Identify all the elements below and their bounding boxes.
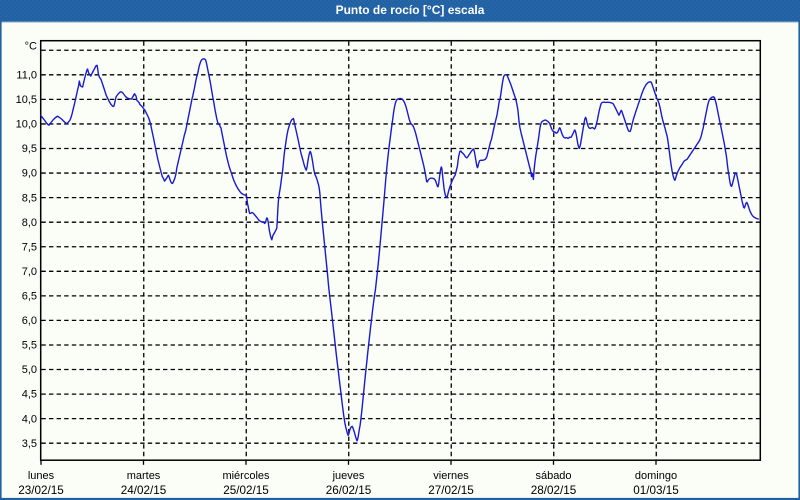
svg-text:Punto de rocío [°C] escala: Punto de rocío [°C] escala — [336, 3, 485, 17]
svg-text:27/02/15: 27/02/15 — [428, 484, 474, 497]
svg-text:4,0: 4,0 — [22, 413, 37, 425]
svg-text:viernes: viernes — [433, 470, 469, 482]
svg-text:martes: martes — [127, 470, 161, 482]
svg-text:24/02/15: 24/02/15 — [121, 484, 167, 497]
svg-text:9,0: 9,0 — [22, 168, 37, 180]
svg-text:01/03/15: 01/03/15 — [633, 484, 679, 497]
svg-text:°C: °C — [25, 40, 37, 52]
svg-text:miércoles: miércoles — [222, 470, 270, 482]
svg-text:11,0: 11,0 — [16, 70, 37, 82]
svg-text:5,5: 5,5 — [22, 340, 37, 352]
svg-text:10,0: 10,0 — [16, 119, 37, 131]
svg-text:domingo: domingo — [635, 470, 677, 482]
svg-text:5,0: 5,0 — [22, 364, 37, 376]
svg-text:9,5: 9,5 — [22, 143, 37, 155]
svg-text:7,5: 7,5 — [22, 241, 37, 253]
svg-text:3,5: 3,5 — [22, 438, 37, 450]
svg-text:26/02/15: 26/02/15 — [326, 484, 372, 497]
svg-text:10,5: 10,5 — [16, 94, 37, 106]
svg-text:28/02/15: 28/02/15 — [531, 484, 577, 497]
svg-text:sábado: sábado — [535, 470, 571, 482]
svg-text:6,5: 6,5 — [22, 291, 37, 303]
svg-text:8,5: 8,5 — [22, 192, 37, 204]
svg-text:25/02/15: 25/02/15 — [223, 484, 269, 497]
svg-text:4,5: 4,5 — [22, 389, 37, 401]
svg-text:6,0: 6,0 — [22, 315, 37, 327]
svg-text:jueves: jueves — [332, 470, 365, 482]
svg-text:lunes: lunes — [28, 470, 55, 482]
svg-text:7,0: 7,0 — [22, 266, 37, 278]
svg-text:8,0: 8,0 — [22, 217, 37, 229]
svg-text:23/02/15: 23/02/15 — [18, 484, 64, 497]
